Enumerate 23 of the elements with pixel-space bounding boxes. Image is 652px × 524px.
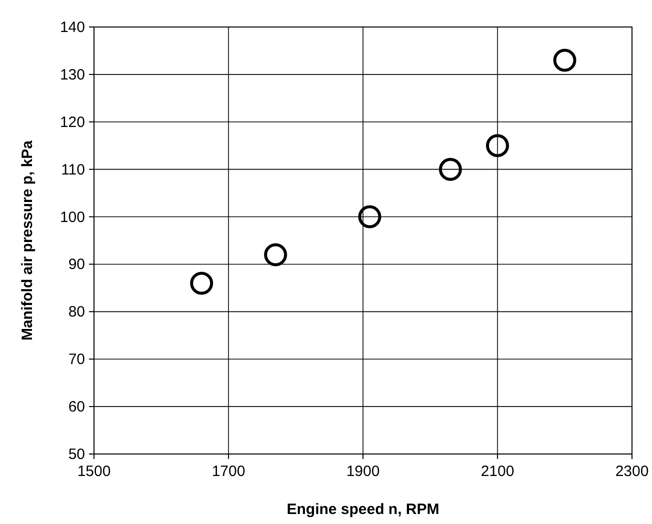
x-tick-label: 1900 xyxy=(346,463,380,480)
y-tick-label: 50 xyxy=(68,446,85,463)
y-tick-label: 120 xyxy=(60,114,85,131)
x-tick-label: 2300 xyxy=(615,463,649,480)
point xyxy=(264,243,288,266)
point xyxy=(553,48,576,72)
x-tick-label: 2100 xyxy=(480,463,514,480)
y-tick-label: 110 xyxy=(61,161,85,178)
point xyxy=(190,272,214,295)
y-tick-label: 90 xyxy=(68,256,85,274)
x-axis-title: Engine speed n, RPM xyxy=(286,501,440,518)
y-tick-label: 140 xyxy=(60,19,85,36)
point xyxy=(438,158,462,181)
y-tick-label: 130 xyxy=(60,66,85,84)
point xyxy=(486,134,509,158)
y-tick-label: 70 xyxy=(68,351,85,368)
y-tick-label: 100 xyxy=(60,208,85,226)
point xyxy=(358,205,382,228)
y-tick-label: 60 xyxy=(68,398,85,416)
y-tick-label: 80 xyxy=(68,304,85,321)
x-tick-label: 1700 xyxy=(212,463,246,480)
y-axis-title: Manifold air pressure p, kPa xyxy=(19,140,36,341)
x-tick-label: 1500 xyxy=(77,463,111,480)
